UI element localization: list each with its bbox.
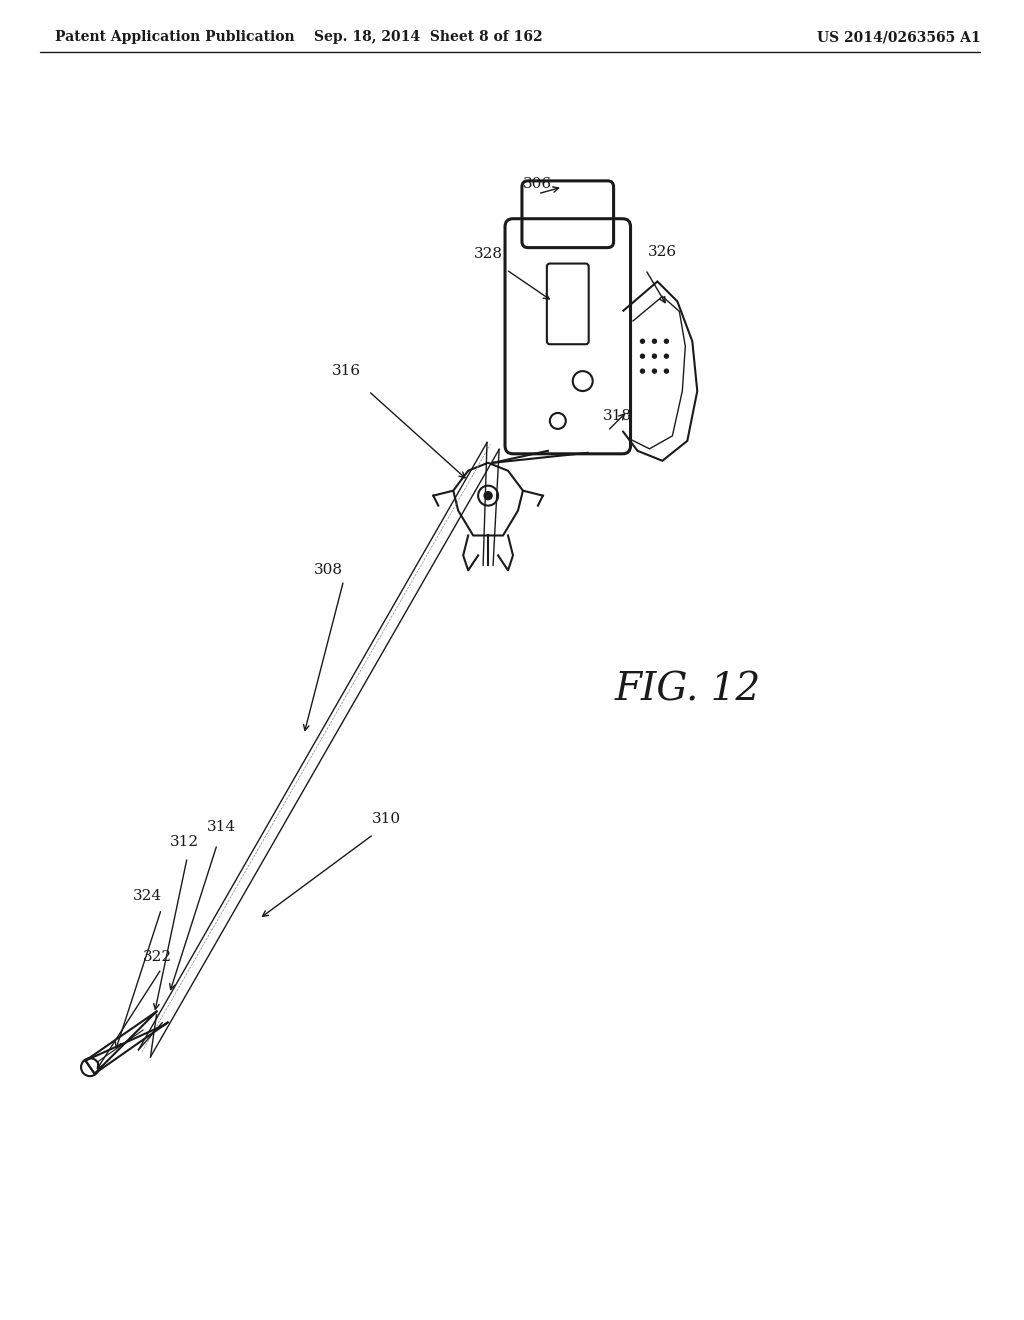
Text: Sep. 18, 2014  Sheet 8 of 162: Sep. 18, 2014 Sheet 8 of 162 [314,30,543,45]
Circle shape [665,370,669,374]
Text: 316: 316 [332,364,361,378]
Circle shape [652,339,656,343]
Text: US 2014/0263565 A1: US 2014/0263565 A1 [817,30,980,45]
Text: 318: 318 [603,409,632,422]
Text: 310: 310 [372,812,401,826]
Text: 326: 326 [648,244,677,259]
Circle shape [640,354,644,358]
Circle shape [640,339,644,343]
Circle shape [652,354,656,358]
Text: 328: 328 [473,247,503,260]
Text: FIG. 12: FIG. 12 [614,672,761,709]
Circle shape [665,339,669,343]
Text: Patent Application Publication: Patent Application Publication [55,30,295,45]
Text: 322: 322 [142,950,172,964]
Text: 306: 306 [523,177,553,191]
Text: 314: 314 [207,820,236,834]
Text: 324: 324 [133,890,162,903]
Circle shape [665,354,669,358]
Circle shape [640,370,644,374]
Text: 312: 312 [170,836,199,849]
Circle shape [652,370,656,374]
Text: 308: 308 [314,564,343,577]
Circle shape [484,491,493,500]
